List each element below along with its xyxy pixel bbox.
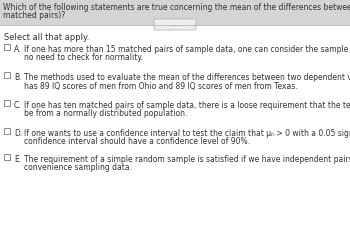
Text: A.: A. [14, 45, 21, 54]
Text: no need to check for normality.: no need to check for normality. [24, 54, 143, 63]
Text: convenience sampling data.: convenience sampling data. [24, 164, 132, 173]
Text: The methods used to evaluate the mean of the differences between two dependent v: The methods used to evaluate the mean of… [24, 73, 350, 82]
Text: The requirement of a simple random sample is satisfied if we have independent pa: The requirement of a simple random sampl… [24, 155, 350, 164]
Text: Which of the following statements are true concerning the mean of the difference: Which of the following statements are tr… [3, 3, 350, 12]
Bar [4, 154, 10, 160]
FancyBboxPatch shape [154, 19, 196, 30]
Text: ...: ... [172, 22, 178, 27]
Bar [4, 100, 10, 106]
Text: confidence interval should have a confidence level of 90%.: confidence interval should have a confid… [24, 137, 250, 146]
Text: E.: E. [14, 155, 21, 164]
Text: B.: B. [14, 73, 21, 82]
FancyBboxPatch shape [0, 0, 350, 25]
Bar [4, 72, 10, 78]
Text: has 89 IQ scores of men from Ohio and 89 IQ scores of men from Texas.: has 89 IQ scores of men from Ohio and 89… [24, 81, 297, 90]
Bar [4, 128, 10, 134]
Text: If one has more than 15 matched pairs of sample data, one can consider the sampl: If one has more than 15 matched pairs of… [24, 45, 350, 54]
Text: matched pairs)?: matched pairs)? [3, 11, 65, 20]
Text: If one wants to use a confidence interval to test the claim that μₙ > 0 with a 0: If one wants to use a confidence interva… [24, 129, 350, 138]
Text: If one has ten matched pairs of sample data, there is a loose requirement that t: If one has ten matched pairs of sample d… [24, 101, 350, 110]
Text: D.: D. [14, 129, 22, 138]
Text: be from a normally distributed population.: be from a normally distributed populatio… [24, 110, 187, 119]
Text: C.: C. [14, 101, 22, 110]
Bar [4, 44, 10, 50]
FancyBboxPatch shape [0, 25, 350, 225]
Text: Select all that apply.: Select all that apply. [4, 33, 89, 42]
